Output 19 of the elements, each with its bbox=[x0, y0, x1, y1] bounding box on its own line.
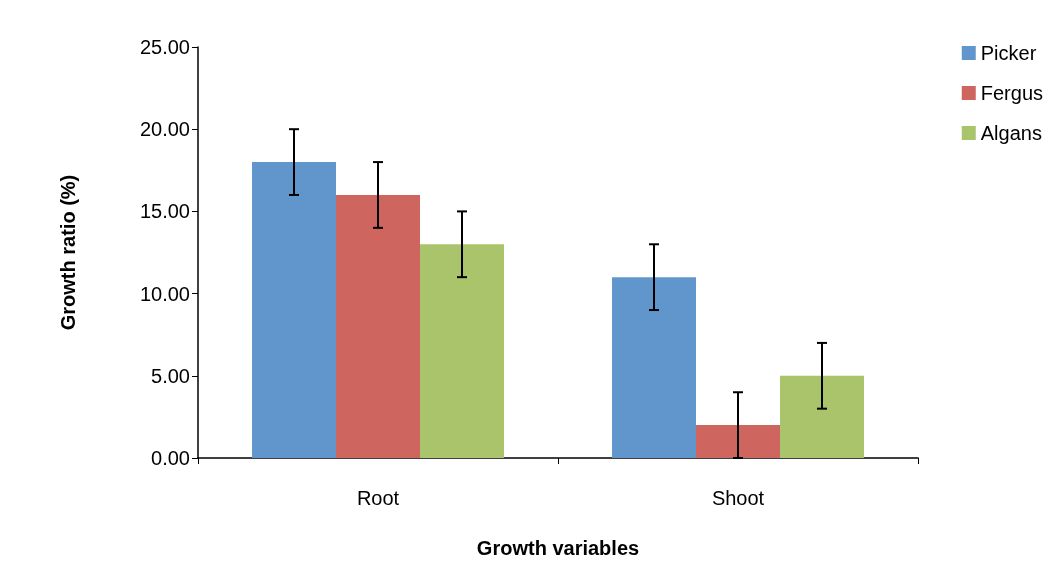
legend-label: Fergus bbox=[980, 82, 1043, 104]
legend-label: Algans bbox=[980, 122, 1042, 144]
bar bbox=[696, 425, 780, 458]
x-tick-label: Root bbox=[356, 487, 400, 509]
y-tick-label: 15.00 bbox=[139, 200, 190, 223]
bar bbox=[612, 277, 696, 458]
legend-label: Picker bbox=[980, 42, 1037, 64]
x-axis-title: Growth variables bbox=[476, 537, 640, 559]
y-tick-label: 5.00 bbox=[151, 364, 190, 387]
y-tick-label: 25.00 bbox=[139, 36, 190, 58]
bar bbox=[336, 194, 420, 458]
bar bbox=[420, 244, 504, 458]
y-tick-label: 10.00 bbox=[139, 282, 190, 305]
bar bbox=[252, 162, 336, 458]
x-tick-label: Shoot bbox=[711, 487, 765, 509]
y-tick-label: 0.00 bbox=[151, 447, 190, 469]
y-tick-label: 20.00 bbox=[139, 118, 190, 141]
y-axis-title: Growth ratio (%) bbox=[57, 174, 79, 331]
bar bbox=[780, 375, 864, 458]
